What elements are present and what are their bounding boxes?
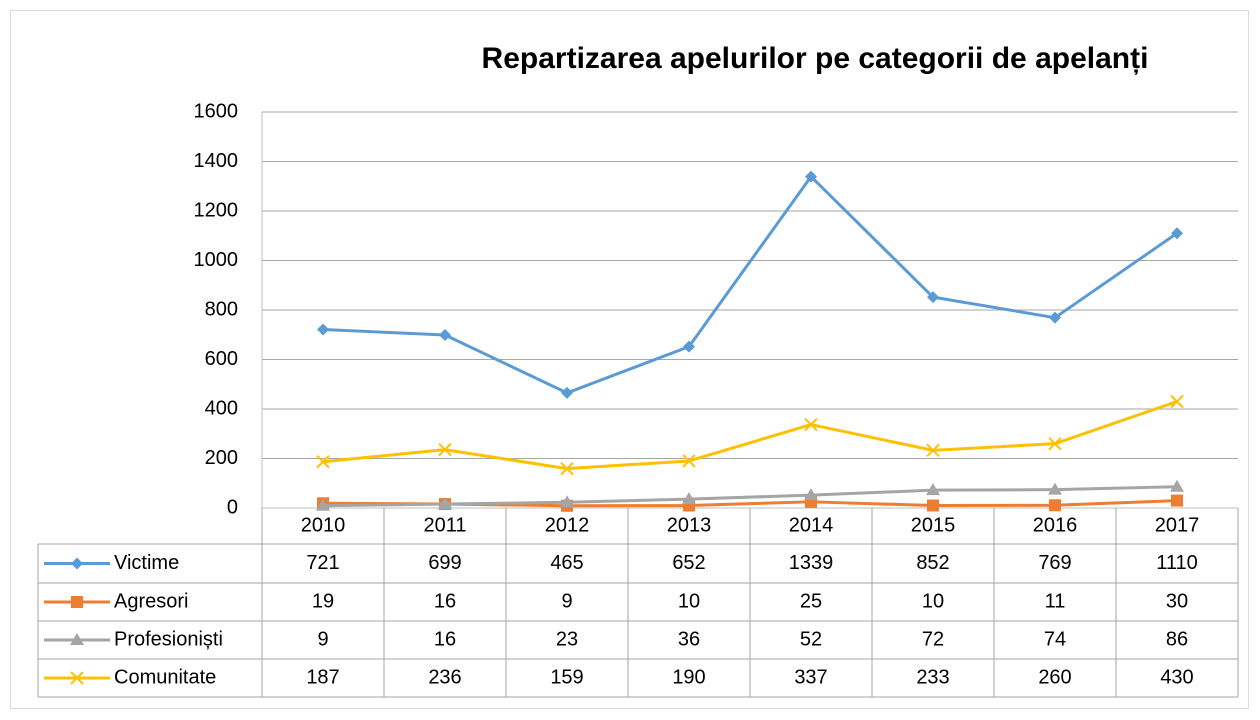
marker	[561, 386, 573, 399]
marker	[1171, 494, 1183, 507]
marker	[804, 417, 818, 432]
marker	[927, 291, 939, 304]
marker	[683, 340, 695, 353]
marker	[560, 495, 574, 508]
y-tick-label: 1000	[194, 249, 239, 271]
marker	[317, 323, 329, 336]
y-tick-label: 200	[205, 447, 238, 469]
series-line	[322, 400, 1178, 471]
y-tick-label: 600	[205, 348, 238, 370]
marker	[70, 671, 84, 685]
table-value: 10	[678, 590, 700, 612]
x-tick-label: 2010	[301, 514, 346, 536]
x-tick-label: 2016	[1033, 514, 1078, 536]
table-value: 699	[428, 552, 461, 574]
table-value: 9	[317, 628, 328, 650]
marker	[1170, 394, 1184, 409]
x-tick-label: 2012	[545, 514, 590, 536]
table-value: 769	[1038, 552, 1071, 574]
legend-label: Comunitate	[114, 666, 216, 688]
table-value: 1339	[789, 552, 834, 574]
legend-label: Agresori	[114, 590, 188, 612]
legend-label: Victime	[114, 552, 179, 574]
table-value: 72	[922, 628, 944, 650]
table-value: 52	[800, 628, 822, 650]
table-value: 74	[1044, 628, 1066, 650]
marker	[1049, 499, 1061, 512]
marker	[805, 170, 817, 183]
marker	[1048, 436, 1062, 451]
marker	[70, 633, 84, 645]
legend-label: Profesioniști	[114, 628, 223, 650]
x-tick-label: 2015	[911, 514, 956, 536]
table-value: 19	[312, 590, 334, 612]
marker	[1171, 227, 1183, 240]
table-value: 16	[434, 590, 456, 612]
table-value: 1110	[1156, 552, 1198, 574]
table-value: 465	[550, 552, 583, 574]
table-value: 190	[672, 666, 705, 688]
y-tick-label: 800	[205, 298, 238, 320]
table-value: 23	[556, 628, 578, 650]
table-value: 30	[1166, 590, 1188, 612]
table-value: 10	[922, 590, 944, 612]
marker	[682, 454, 696, 468]
series-line	[322, 485, 1178, 508]
table-value: 16	[434, 628, 456, 650]
marker	[71, 557, 83, 570]
marker	[1170, 479, 1184, 492]
table-value: 233	[916, 666, 949, 688]
table-value: 236	[428, 666, 461, 688]
table-value: 187	[306, 666, 339, 688]
table-value: 721	[306, 552, 339, 574]
table-value: 852	[916, 552, 949, 574]
series-line	[322, 175, 1178, 395]
marker	[682, 492, 696, 505]
table-value: 36	[678, 628, 700, 650]
marker	[926, 483, 940, 496]
table-value: 260	[1038, 666, 1071, 688]
table-value: 86	[1166, 628, 1188, 650]
marker	[804, 488, 818, 501]
marker	[71, 596, 83, 608]
x-tick-label: 2011	[423, 514, 466, 536]
table-value: 652	[672, 552, 705, 574]
marker	[560, 461, 574, 476]
y-tick-label: 1200	[194, 199, 239, 221]
table-value: 9	[561, 590, 572, 612]
table-value: 337	[794, 666, 827, 688]
marker	[439, 328, 451, 341]
y-tick-label: 0	[227, 496, 238, 518]
chart-title: Repartizarea apelurilor pe categorii de …	[482, 42, 1149, 75]
marker	[926, 443, 940, 458]
y-tick-label: 400	[205, 397, 238, 419]
x-tick-label: 2017	[1155, 514, 1200, 536]
table-value: 25	[800, 590, 822, 612]
table-value: 159	[550, 666, 583, 688]
table-value: 430	[1160, 666, 1193, 688]
x-tick-label: 2013	[667, 514, 712, 536]
marker	[438, 497, 452, 510]
marker	[927, 499, 939, 512]
marker	[316, 498, 330, 511]
x-tick-label: 2014	[789, 514, 834, 536]
marker	[316, 455, 330, 469]
y-tick-label: 1600	[194, 100, 239, 122]
table-value: 11	[1045, 590, 1066, 612]
marker	[438, 442, 452, 457]
marker	[1049, 311, 1061, 324]
y-tick-label: 1400	[194, 150, 239, 172]
marker	[1048, 482, 1062, 495]
